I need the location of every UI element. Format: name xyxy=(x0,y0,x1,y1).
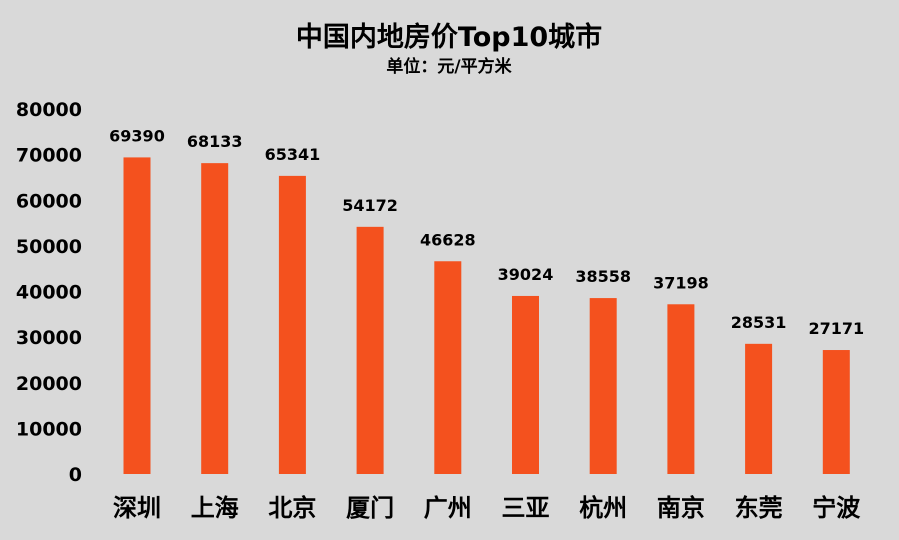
data-label: 69390 xyxy=(109,126,165,145)
bar xyxy=(667,304,695,474)
data-labels: 69390 68133 65341 54172 46628 39024 38558 37198… xyxy=(109,126,864,338)
x-tick-label: 三亚 xyxy=(502,494,550,522)
x-tick-label: 上海 xyxy=(191,494,239,522)
x-tick-label: 东莞 xyxy=(735,494,783,522)
x-tick-label: 广州 xyxy=(424,494,472,522)
chart-title: 中国内地房价Top10城市 xyxy=(296,21,602,53)
data-label: 37198 xyxy=(653,273,709,292)
y-tick-label: 60000 xyxy=(16,190,82,212)
bar xyxy=(512,295,539,474)
y-tick-label: 10000 xyxy=(16,418,82,440)
y-axis: 0 10000 20000 30000 40000 50000 60000 70000 8000… xyxy=(16,99,82,486)
y-tick-label: 70000 xyxy=(16,145,82,167)
bar xyxy=(745,343,773,474)
data-label: 39024 xyxy=(498,265,554,284)
data-label: 65341 xyxy=(265,145,321,164)
y-tick-label: 50000 xyxy=(16,236,82,258)
data-label: 27171 xyxy=(808,319,864,338)
y-tick-label: 80000 xyxy=(16,99,82,121)
x-axis: 深圳 上海 北京 厦门 广州 三亚 杭州 南京 东莞 宁波 xyxy=(113,494,861,522)
x-tick-label: 南京 xyxy=(657,494,705,522)
bar xyxy=(434,261,462,474)
x-tick-label: 厦门 xyxy=(346,494,394,522)
data-label: 28531 xyxy=(731,313,787,332)
bar xyxy=(589,298,617,474)
y-tick-label: 20000 xyxy=(16,373,82,395)
bar xyxy=(822,350,850,474)
x-tick-label: 杭州 xyxy=(579,494,627,522)
bar xyxy=(201,163,229,474)
y-tick-label: 40000 xyxy=(16,282,82,304)
x-tick-label: 北京 xyxy=(268,494,316,522)
bar xyxy=(356,226,384,474)
bar xyxy=(123,157,151,474)
y-tick-label: 30000 xyxy=(16,327,82,349)
bar xyxy=(278,175,306,474)
data-label: 68133 xyxy=(187,132,243,151)
bars xyxy=(123,157,850,474)
y-tick-label: 0 xyxy=(69,464,82,486)
data-label: 54172 xyxy=(342,196,398,215)
x-tick-label: 深圳 xyxy=(113,494,161,522)
x-tick-label: 宁波 xyxy=(812,494,861,522)
data-label: 38558 xyxy=(575,267,631,286)
chart-subtitle: 单位：元/平方米 xyxy=(386,56,512,77)
data-label: 46628 xyxy=(420,230,476,249)
